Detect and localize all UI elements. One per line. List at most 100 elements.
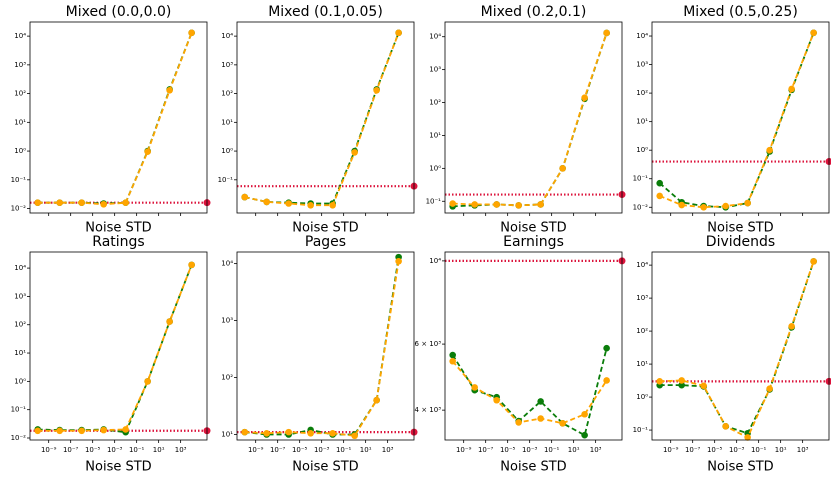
series-marker	[788, 322, 795, 330]
series-line	[37, 32, 193, 205]
y-tick-label: 10⁻¹	[633, 426, 649, 434]
panel-title: Earnings	[503, 234, 564, 250]
series-marker	[56, 427, 63, 435]
series-marker	[122, 199, 129, 206]
series-line	[451, 360, 608, 425]
y-tick-label: 10⁴	[221, 260, 233, 268]
panel-title: Mixed (0.0,0.0)	[66, 4, 172, 20]
series-marker	[493, 201, 500, 208]
y-tick-label: 10³	[636, 61, 648, 69]
series-marker	[373, 396, 380, 404]
y-tick-label: 10⁴	[429, 257, 441, 265]
x-tick-label: 10⁻⁷	[478, 446, 494, 454]
axes-frame	[236, 21, 415, 214]
x-tick-label: 10¹	[360, 446, 372, 454]
series-marker	[678, 381, 685, 389]
axes-frame	[651, 251, 830, 441]
x-tick-label: 10⁻⁷	[685, 446, 701, 454]
series-marker	[700, 382, 707, 390]
y-tick-label: 10⁴	[221, 32, 233, 40]
y-tick-label: 10²	[221, 90, 233, 98]
series-marker	[788, 85, 795, 93]
series-marker	[395, 257, 402, 265]
y-tick-label: 10¹	[429, 131, 441, 139]
series-line	[244, 261, 400, 437]
series-marker	[56, 199, 63, 206]
series-marker	[515, 419, 522, 426]
series-marker	[700, 203, 707, 211]
series-marker	[559, 165, 566, 172]
y-tick-label: 10⁻¹	[11, 176, 27, 184]
x-tick-label: 10⁻⁹	[456, 446, 472, 454]
series-marker	[603, 29, 610, 37]
panel-title: Mixed (0.2,0.1)	[481, 4, 587, 20]
series-marker	[471, 201, 478, 208]
series-line	[244, 256, 400, 436]
series-line	[37, 264, 193, 434]
series-marker	[493, 396, 500, 404]
series-marker	[351, 432, 358, 440]
y-tick-label: 10⁻²	[11, 205, 27, 213]
series-marker	[263, 198, 270, 206]
series-line	[659, 261, 815, 439]
series-marker	[581, 94, 588, 102]
series-marker	[471, 384, 478, 391]
y-tick-label: 10⁻¹	[633, 175, 649, 183]
y-tick-label: 10⁰	[14, 377, 26, 385]
y-tick-label: 10⁻²	[633, 203, 649, 211]
x-axis-label: Noise STD	[707, 460, 773, 475]
series-line	[452, 32, 608, 208]
y-tick-label: 10³	[221, 317, 233, 325]
y-tick-label: 10⁻²	[11, 434, 27, 442]
x-tick-label: 10⁻⁵	[707, 446, 723, 454]
x-tick-label: 10⁻¹	[544, 446, 560, 454]
y-tick-label: 10⁰	[636, 393, 648, 401]
x-tick-label: 10⁻¹	[751, 446, 767, 454]
axes-frame	[236, 251, 415, 441]
series-marker	[678, 201, 685, 209]
y-tick-label: 10²	[221, 374, 233, 382]
x-axis-label: Noise STD	[500, 221, 566, 236]
series-line	[659, 32, 815, 209]
series-marker	[307, 429, 314, 437]
y-tick-label: 10⁻¹	[11, 406, 27, 414]
series-marker	[188, 261, 195, 269]
series-line	[659, 261, 815, 435]
y-tick-label: 10¹	[636, 360, 648, 368]
series-marker	[537, 415, 544, 422]
x-tick-label: 10⁻⁹	[41, 446, 57, 454]
series-marker	[744, 434, 751, 441]
series-marker	[581, 410, 588, 418]
series-marker	[241, 428, 248, 436]
x-tick-label: 10⁻⁵	[85, 446, 101, 454]
series-line	[659, 32, 815, 209]
y-tick-label: 10⁻¹	[426, 197, 442, 205]
y-tick-label: 10³	[14, 292, 26, 300]
x-axis-label: Noise STD	[707, 221, 773, 236]
x-tick-label: 10⁻³	[729, 446, 745, 454]
x-tick-label: 10⁻⁹	[248, 446, 264, 454]
series-marker	[656, 378, 663, 385]
x-tick-label: 10³	[590, 446, 602, 454]
y-tick-label: 10⁴	[429, 33, 441, 41]
y-tick-label: 10⁴	[14, 32, 26, 40]
series-marker	[603, 377, 610, 384]
series-line	[452, 32, 608, 207]
series-marker	[285, 428, 292, 436]
y-tick-label: 10²	[429, 99, 441, 107]
y-tick-label: 10⁰	[14, 147, 26, 155]
y-tick-label: 10¹	[221, 118, 233, 126]
y-tick-label: 10²	[636, 89, 648, 97]
axes-frame	[29, 251, 208, 441]
reference-marker	[825, 158, 831, 166]
y-tick-label: 4 × 10³	[415, 406, 442, 414]
y-tick-label: 10⁻¹	[218, 176, 234, 184]
series-line	[37, 32, 193, 206]
series-marker	[559, 419, 566, 427]
x-axis-label: Noise STD	[85, 460, 151, 475]
series-line	[451, 347, 608, 437]
series-marker	[656, 179, 663, 187]
reference-marker	[825, 377, 831, 385]
y-tick-label: 10¹	[636, 118, 648, 126]
panel-title: Ratings	[92, 234, 144, 250]
